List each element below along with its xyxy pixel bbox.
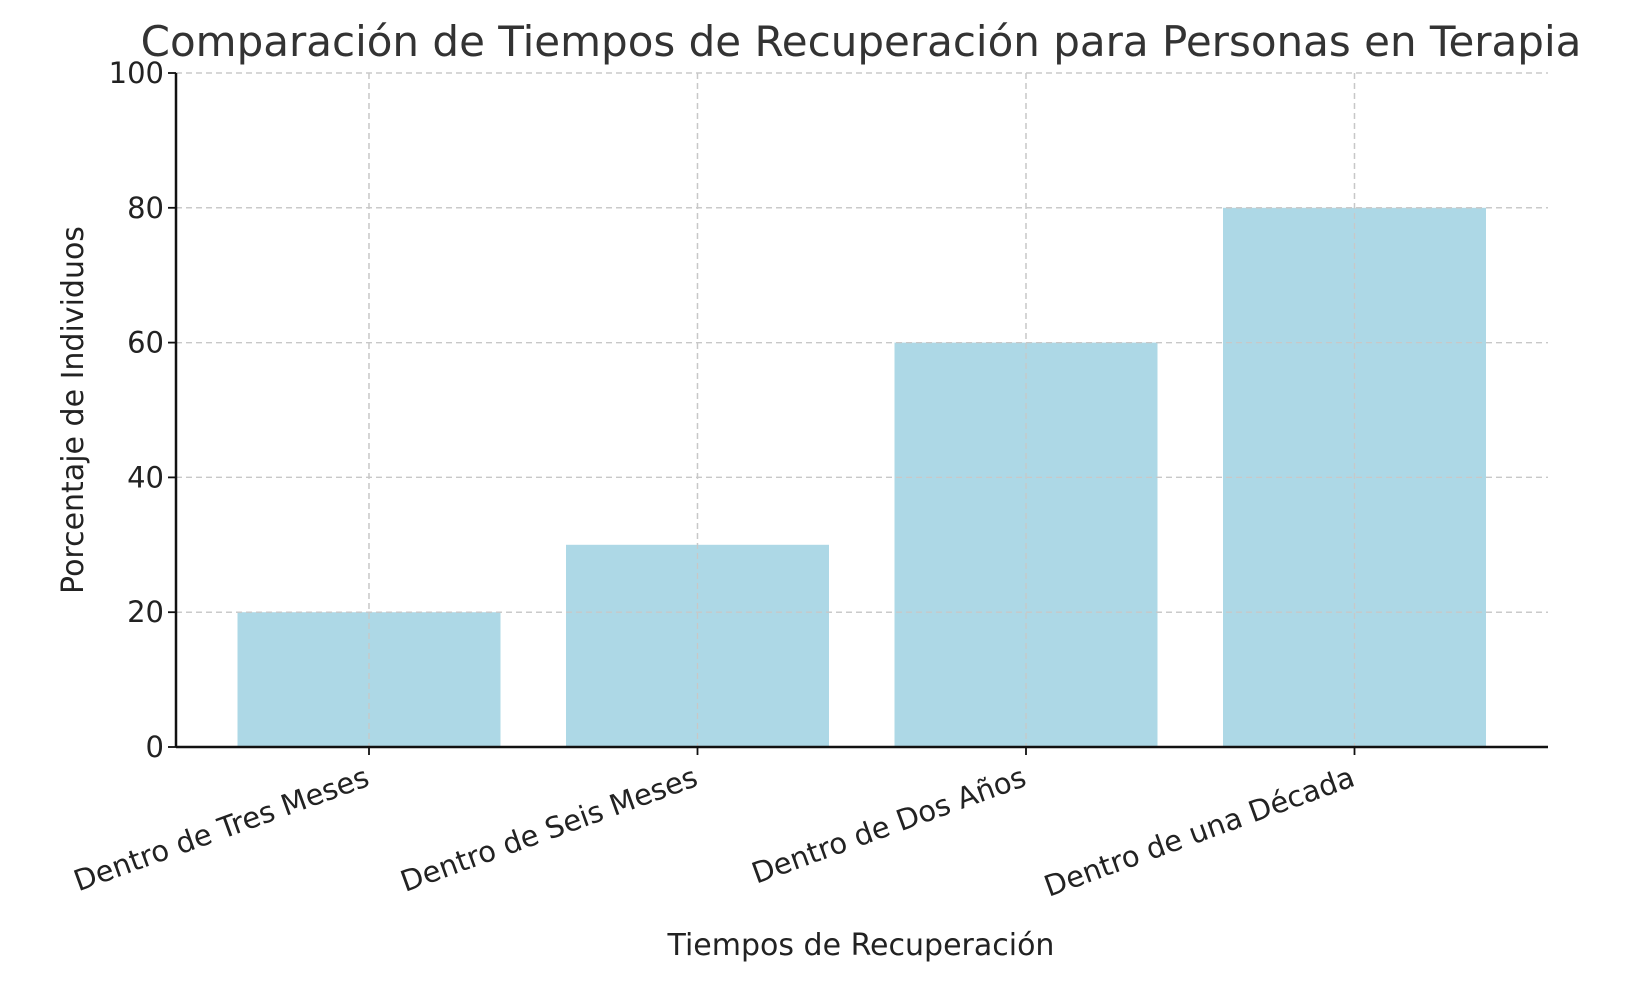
bars bbox=[176, 72, 1548, 748]
x-axis-label: Tiempos de Recuperación bbox=[667, 928, 1055, 963]
x-axis-ticks: Dentro de Tres Meses Dentro de Seis Meses… bbox=[69, 747, 1359, 904]
y-tick-label: 80 bbox=[127, 191, 164, 225]
y-tick-label: 60 bbox=[127, 326, 164, 360]
y-tick-label: 40 bbox=[127, 460, 164, 494]
y-tick-label: 0 bbox=[146, 730, 164, 764]
y-tick-label: 100 bbox=[109, 56, 164, 90]
axes bbox=[174, 73, 1548, 749]
x-tick-label: Dentro de Tres Meses bbox=[69, 760, 373, 898]
y-tick-label: 20 bbox=[127, 595, 164, 629]
x-tick-label: Dentro de Dos Años bbox=[747, 760, 1030, 891]
x-tick-label: Dentro de Seis Meses bbox=[396, 760, 702, 899]
x-tick-label: Dentro de una Década bbox=[1040, 760, 1359, 904]
chart-title: Comparación de Tiempos de Recuperación p… bbox=[141, 17, 1582, 66]
y-axis-label: Porcentaje de Individuos bbox=[56, 226, 91, 594]
y-axis-ticks: 0 20 40 60 80 100 bbox=[109, 56, 176, 764]
